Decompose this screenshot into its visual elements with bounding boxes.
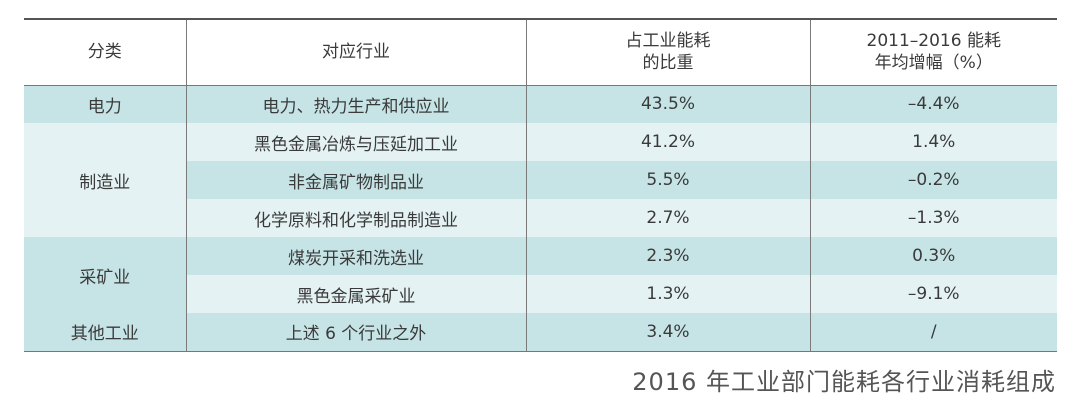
industry-cell: 化学原料和化学制品制造业	[186, 199, 527, 237]
growth-cell: –4.4%	[810, 85, 1057, 123]
header-growth-line1: 2011–2016 能耗	[866, 31, 1001, 52]
category-cell: 电力	[24, 85, 187, 123]
growth-cell: –1.3%	[810, 199, 1057, 237]
industry-cell: 黑色金属冶炼与压延加工业	[186, 123, 527, 161]
header-share: 占工业能耗 的比重	[526, 19, 811, 85]
share-cell: 1.3%	[526, 275, 811, 313]
share-cell: 43.5%	[526, 85, 811, 123]
table-row: 其他工业 上述 6 个行业之外 3.4% /	[24, 313, 1057, 351]
share-cell: 3.4%	[526, 313, 811, 351]
category-cell: 采矿业	[24, 237, 187, 313]
category-cell: 制造业	[24, 123, 187, 237]
share-cell: 41.2%	[526, 123, 811, 161]
share-cell: 2.7%	[526, 199, 811, 237]
energy-consumption-table: 分类 对应行业 占工业能耗 的比重 2011–2016 能耗 年均增幅（%） 电…	[24, 18, 1057, 352]
header-growth: 2011–2016 能耗 年均增幅（%）	[810, 19, 1057, 85]
table-row: 制造业 黑色金属冶炼与压延加工业 41.2% 1.4%	[24, 123, 1057, 237]
share-cell: 5.5%	[526, 161, 811, 199]
industry-cell: 非金属矿物制品业	[186, 161, 527, 199]
table-row: 非金属矿物制品业 5.5% –0.2%	[24, 161, 1057, 199]
table-row: 电力 电力、热力生产和供应业 43.5% –4.4%	[24, 85, 1057, 123]
header-share-line1: 占工业能耗	[625, 31, 711, 52]
table-row: 采矿业 煤炭开采和洗选业 2.3% 0.3%	[24, 237, 1057, 313]
header-growth-line2: 年均增幅（%）	[874, 53, 993, 74]
table-row: 黑色金属采矿业 1.3% –9.1%	[24, 275, 1057, 313]
energy-table-container: 分类 对应行业 占工业能耗 的比重 2011–2016 能耗 年均增幅（%） 电…	[24, 18, 1057, 352]
industry-cell: 黑色金属采矿业	[186, 275, 527, 313]
share-cell: 2.3%	[526, 237, 811, 275]
table-row: 化学原料和化学制品制造业 2.7% –1.3%	[24, 199, 1057, 237]
table-caption: 2016 年工业部门能耗各行业消耗组成	[632, 368, 1056, 396]
category-cell: 其他工业	[24, 313, 187, 351]
growth-cell: –9.1%	[810, 275, 1057, 313]
header-category: 分类	[24, 19, 187, 85]
growth-cell: –0.2%	[810, 161, 1057, 199]
growth-cell: 1.4%	[810, 123, 1057, 161]
header-share-line2: 的比重	[642, 53, 694, 74]
growth-cell: /	[810, 313, 1057, 351]
header-industry: 对应行业	[186, 19, 527, 85]
industry-cell: 煤炭开采和洗选业	[186, 237, 527, 275]
table-header-row: 分类 对应行业 占工业能耗 的比重 2011–2016 能耗 年均增幅（%）	[24, 19, 1057, 85]
industry-cell: 上述 6 个行业之外	[186, 313, 527, 351]
growth-cell: 0.3%	[810, 237, 1057, 275]
industry-cell: 电力、热力生产和供应业	[186, 85, 527, 123]
